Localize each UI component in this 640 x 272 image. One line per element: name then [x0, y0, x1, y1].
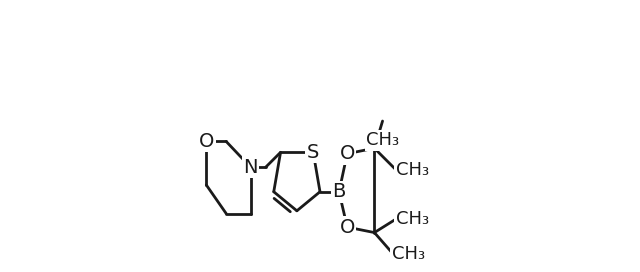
Text: CH₃: CH₃	[392, 245, 425, 263]
Text: N: N	[243, 158, 258, 177]
Text: O: O	[198, 132, 214, 151]
Text: O: O	[339, 144, 355, 163]
Text: CH₃: CH₃	[366, 131, 399, 149]
Text: S: S	[307, 143, 319, 162]
Text: CH₃: CH₃	[396, 161, 429, 179]
Text: CH₃: CH₃	[396, 210, 429, 228]
Text: O: O	[339, 218, 355, 237]
Text: B: B	[332, 182, 346, 201]
